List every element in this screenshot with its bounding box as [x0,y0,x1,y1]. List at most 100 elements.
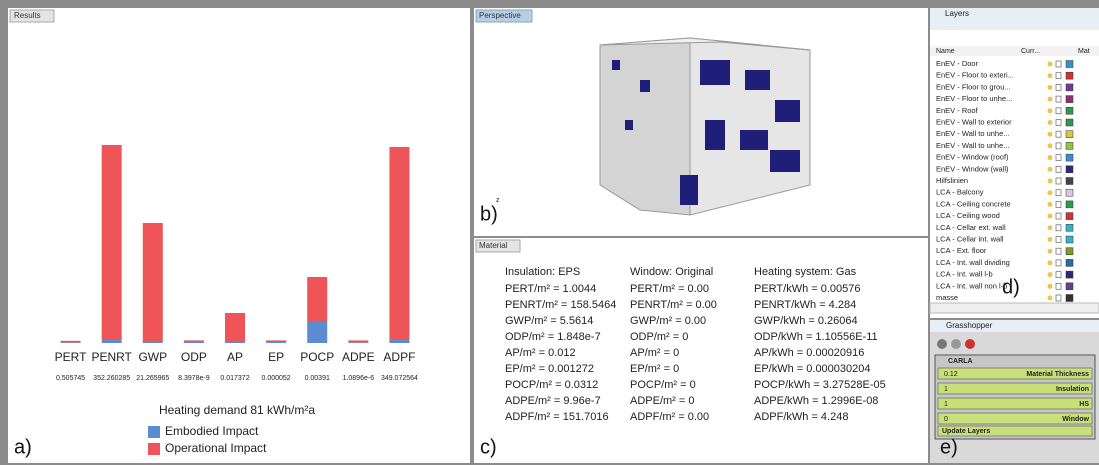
icon[interactable] [965,339,975,349]
layer-bulb[interactable] [1048,108,1053,113]
layer-color[interactable] [1066,96,1073,103]
layer-bulb[interactable] [1048,132,1053,137]
icon[interactable] [937,339,947,349]
layer-color[interactable] [1066,131,1073,138]
layer-bulb[interactable] [1048,73,1053,78]
layer-color[interactable] [1066,248,1073,255]
bar-segment [348,340,368,342]
layer-name[interactable]: EnEV - Door [936,59,979,68]
layer-name[interactable]: LCA - Int. wall dividing [936,258,1010,267]
total-label: 0.00391 [305,375,330,382]
legend-label: Embodied Impact [165,424,259,438]
bar-segment [184,342,204,343]
results-header: Results [14,11,41,20]
layer-color[interactable] [1066,213,1073,220]
layer-name[interactable]: EnEV - Floor to exteri... [936,71,1014,80]
layer-color[interactable] [1066,107,1073,114]
material-line: ODP/m² = 1.848e-7 [505,331,601,343]
scrollbar[interactable] [930,303,1099,313]
layer-color[interactable] [1066,119,1073,126]
layer-color[interactable] [1066,201,1073,208]
layer-name[interactable]: EnEV - Window (roof) [936,153,1009,162]
slider-label: Insulation [1056,386,1089,393]
layer-name[interactable]: EnEV - Floor to grou... [936,82,1011,91]
layer-name[interactable]: LCA - Int. wall l-b [936,270,993,279]
layer-name[interactable]: LCA - Cellar int. wall [936,234,1004,243]
category-label: ADPE [342,350,375,364]
layer-name[interactable]: Hilfslinien [936,176,968,185]
layer-bulb[interactable] [1048,155,1053,160]
layer-bulb[interactable] [1048,249,1053,254]
layer-color[interactable] [1066,166,1073,173]
layer-bulb[interactable] [1048,190,1053,195]
category-label: PENRT [91,350,132,364]
slider[interactable] [938,398,1092,409]
layer-bulb[interactable] [1048,237,1053,242]
layer-name[interactable]: EnEV - Wall to unhe... [936,141,1010,150]
layer-name[interactable]: EnEV - Wall to exterior [936,117,1012,126]
layer-color[interactable] [1066,142,1073,149]
bar-segment [102,145,122,339]
layer-name[interactable]: EnEV - Roof [936,106,979,115]
layer-color[interactable] [1066,283,1073,290]
layer-color[interactable] [1066,72,1073,79]
layers-column-bar [930,46,1099,56]
layer-bulb[interactable] [1048,284,1053,289]
material-line: ADPE/m² = 9.96e-7 [505,395,601,407]
layer-color[interactable] [1066,61,1073,68]
layer-color[interactable] [1066,224,1073,231]
bar-segment [307,277,327,322]
total-label: 0.000052 [262,375,291,382]
layer-bulb[interactable] [1048,167,1053,172]
material-line: ADPE/kWh = 1.2996E-08 [754,395,878,407]
layer-color[interactable] [1066,154,1073,161]
layer-bulb[interactable] [1048,97,1053,102]
bar-segment [307,322,327,343]
layer-color[interactable] [1066,189,1073,196]
layer-name[interactable]: masse [936,293,958,302]
layer-bulb[interactable] [1048,179,1053,184]
layer-bulb[interactable] [1048,85,1053,90]
layer-bulb[interactable] [1048,296,1053,301]
legend-label: Operational Impact [165,441,267,455]
material-line: PERT/m² = 0.00 [630,283,709,295]
layer-bulb[interactable] [1048,202,1053,207]
layer-color[interactable] [1066,259,1073,266]
perspective-header: Perspective [479,11,521,20]
layer-name[interactable]: LCA - Ceiling wood [936,211,1000,220]
layer-name[interactable]: LCA - Ext. floor [936,246,987,255]
category-label: AP [227,350,243,364]
column-title: Window: Original [630,266,713,278]
layer-color[interactable] [1066,271,1073,278]
layer-name[interactable]: EnEV - Window (wall) [936,164,1009,173]
layer-name[interactable]: LCA - Balcony [936,188,984,197]
layer-bulb[interactable] [1048,120,1053,125]
layer-color[interactable] [1066,178,1073,185]
layer-color[interactable] [1066,295,1073,302]
layer-bulb[interactable] [1048,214,1053,219]
group-name: CARLA [948,358,973,365]
layer-name[interactable]: LCA - Ceiling concrete [936,199,1011,208]
layer-bulb[interactable] [1048,272,1053,277]
layer-name[interactable]: LCA - Cellar ext. wall [936,223,1006,232]
layer-bulb[interactable] [1048,260,1053,265]
layer-bulb[interactable] [1048,143,1053,148]
slider-label: Material Thickness [1026,371,1089,378]
layer-bulb[interactable] [1048,62,1053,67]
page: Results Heating demand 81 kWh/m²a a) Per… [0,0,1099,465]
total-label: 352.260285 [93,375,130,382]
material-line: EP/kWh = 0.000030204 [754,363,871,375]
layer-name[interactable]: EnEV - Wall to unhe... [936,129,1010,138]
layer-name[interactable]: LCA - Int. wall non l-b [936,281,1007,290]
layer-color[interactable] [1066,84,1073,91]
material-line: ADPF/m² = 0.00 [630,411,709,423]
icon[interactable] [951,339,961,349]
layer-bulb[interactable] [1048,225,1053,230]
category-label: GWP [138,350,167,364]
material-line: GWP/kWh = 0.26064 [754,315,858,327]
layer-name[interactable]: EnEV - Floor to unhe... [936,94,1012,103]
category-label: ODP [181,350,207,364]
material-line: EP/m² = 0 [630,363,679,375]
bar-segment [143,223,163,341]
layer-color[interactable] [1066,236,1073,243]
